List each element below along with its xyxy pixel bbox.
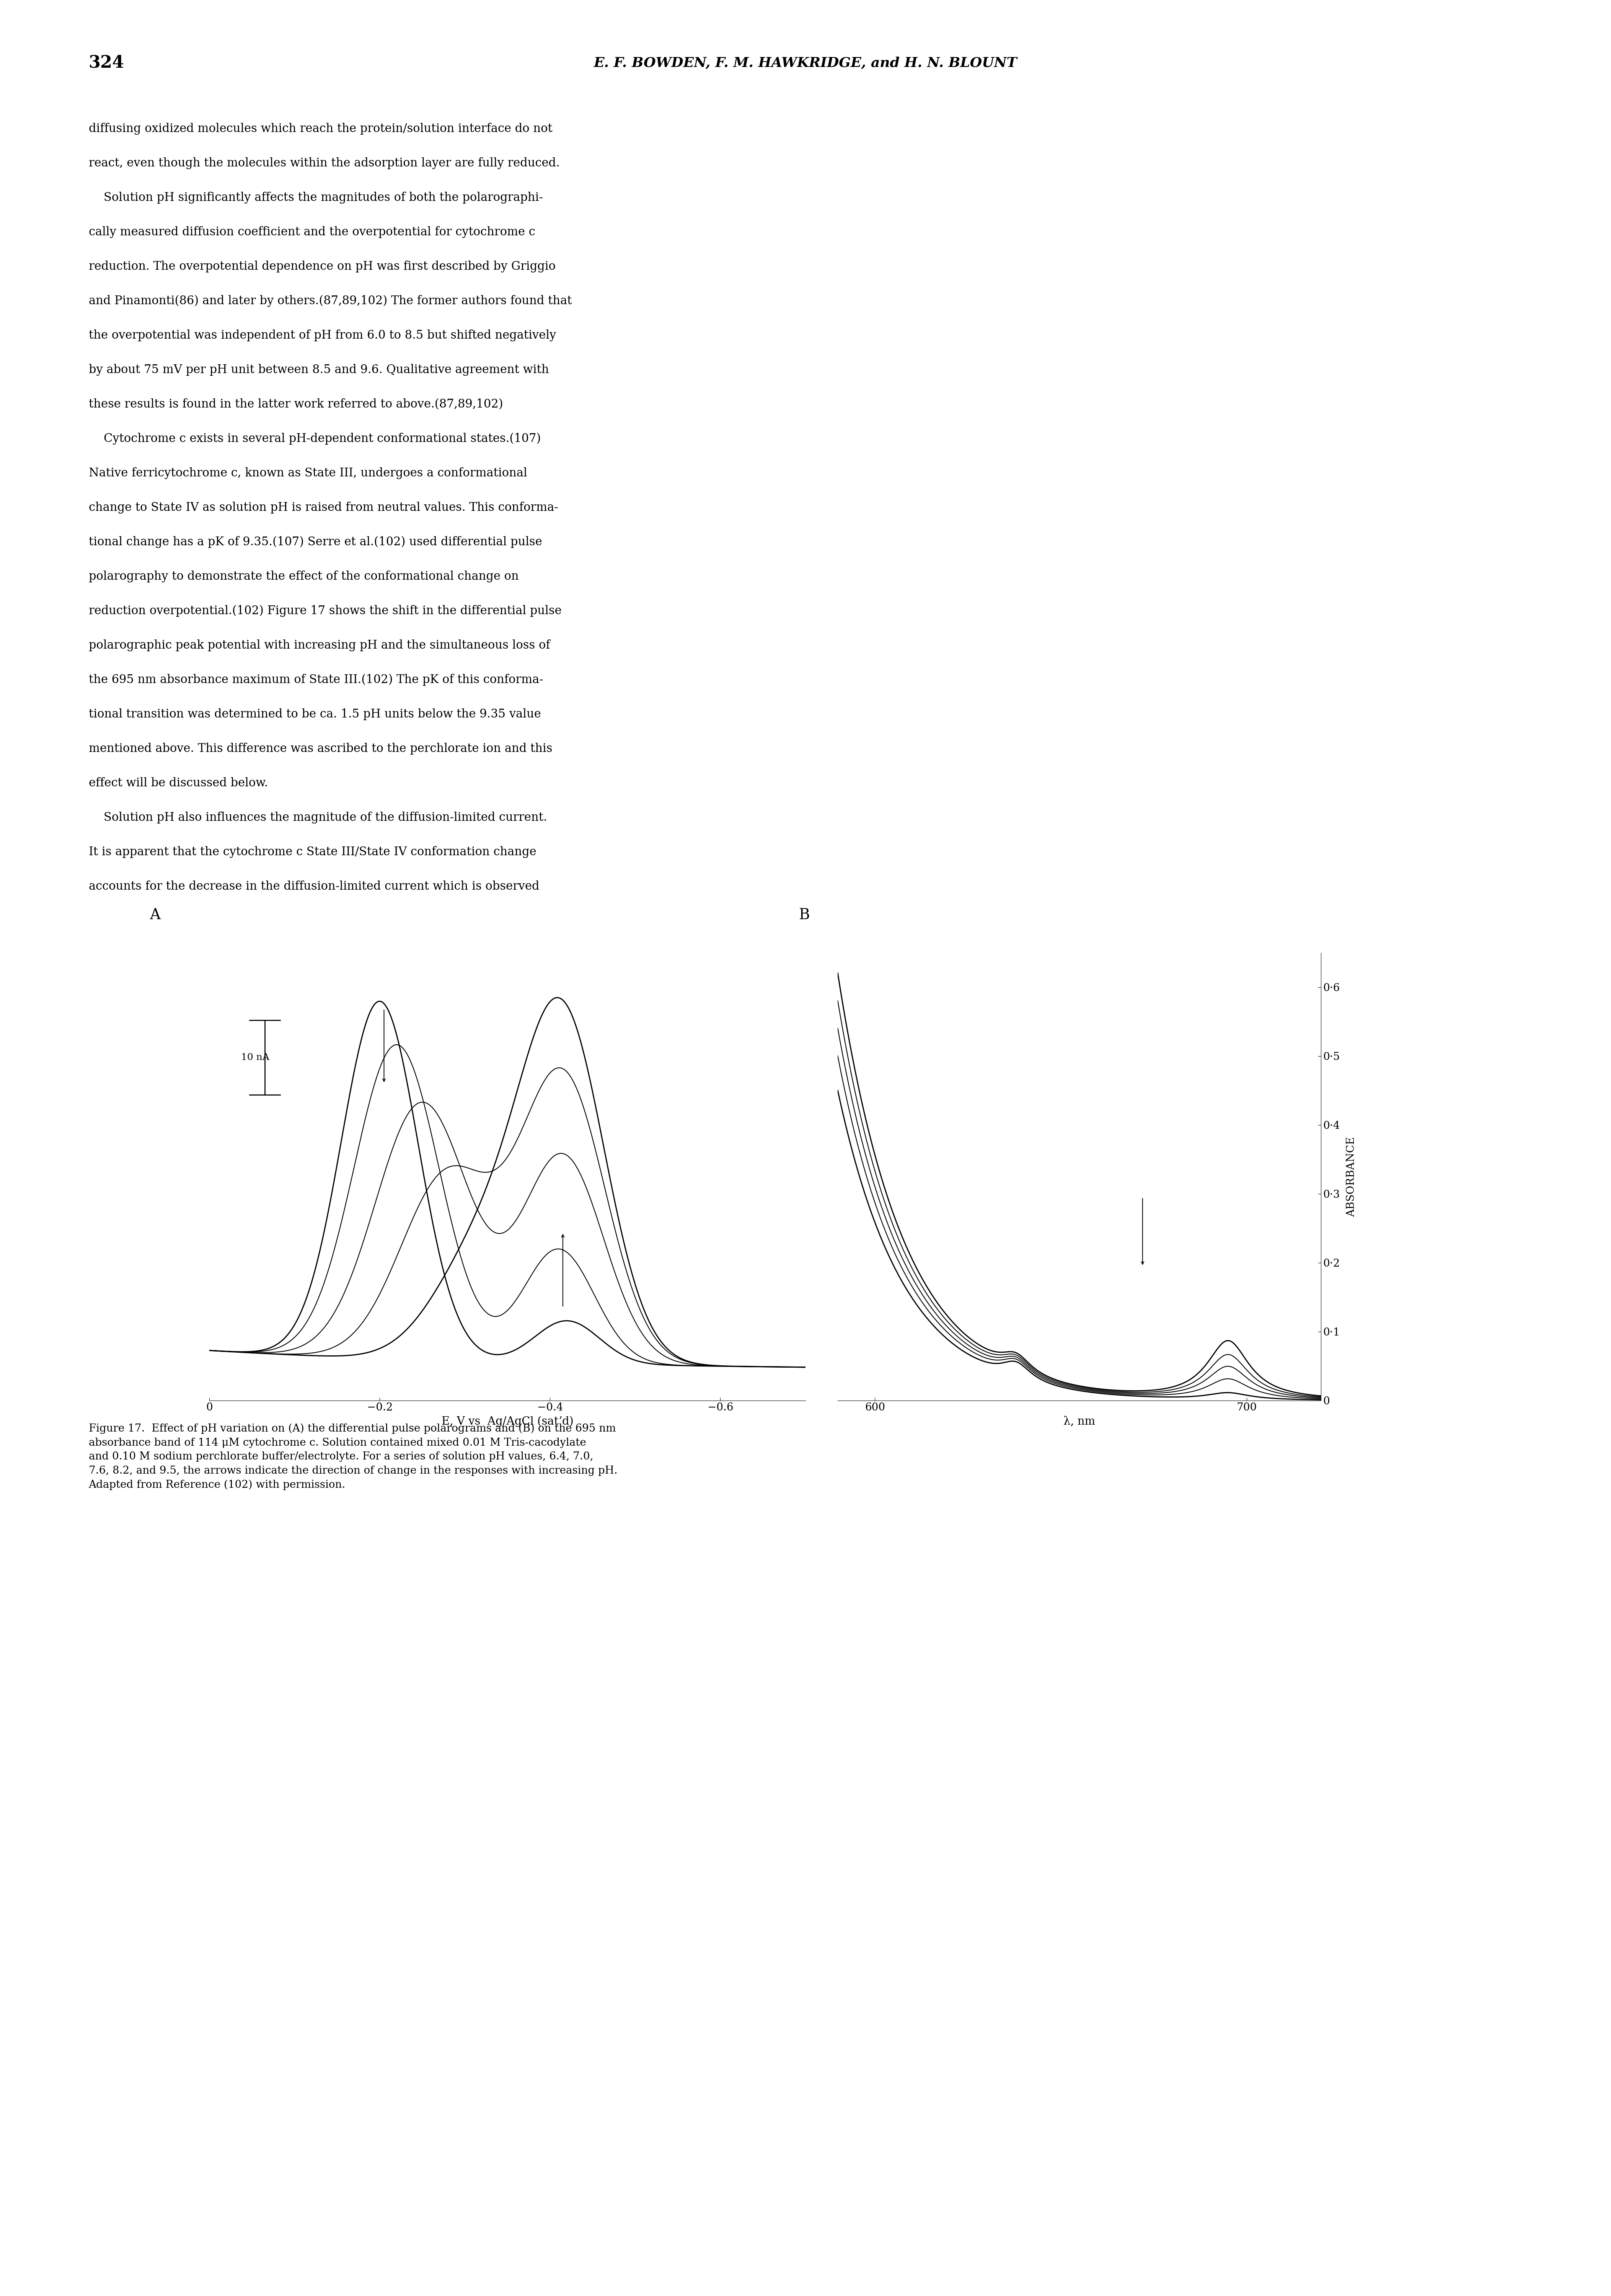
Text: accounts for the decrease in the diffusion-limited current which is observed: accounts for the decrease in the diffusi…: [89, 879, 540, 893]
Y-axis label: ABSORBANCE: ABSORBANCE: [1347, 1137, 1356, 1217]
Text: It is apparent that the cytochrome c State III/State IV conformation change: It is apparent that the cytochrome c Sta…: [89, 845, 536, 859]
Text: reduction overpotential.(102) Figure 17 shows the shift in the differential puls: reduction overpotential.(102) Figure 17 …: [89, 604, 561, 618]
X-axis label: λ, nm: λ, nm: [1063, 1417, 1095, 1426]
Text: diffusing oxidized molecules which reach the protein/solution interface do not: diffusing oxidized molecules which reach…: [89, 122, 553, 135]
Text: Native ferricytochrome c, known as State III, undergoes a conformational: Native ferricytochrome c, known as State…: [89, 466, 527, 480]
Text: B: B: [799, 909, 810, 923]
Text: change to State IV as solution pH is raised from neutral values. This conforma-: change to State IV as solution pH is rai…: [89, 501, 557, 514]
Text: tional change has a pK of 9.35.(107) Serre et al.(102) used differential pulse: tional change has a pK of 9.35.(107) Ser…: [89, 535, 541, 549]
Text: reduction. The overpotential dependence on pH was first described by Griggio: reduction. The overpotential dependence …: [89, 259, 556, 273]
Text: effect will be discussed below.: effect will be discussed below.: [89, 776, 267, 790]
Text: E. F. BOWDEN, F. M. HAWKRIDGE, and H. N. BLOUNT: E. F. BOWDEN, F. M. HAWKRIDGE, and H. N.…: [594, 57, 1017, 69]
Text: react, even though the molecules within the adsorption layer are fully reduced.: react, even though the molecules within …: [89, 156, 559, 170]
Text: 324: 324: [89, 55, 124, 71]
Text: polarographic peak potential with increasing pH and the simultaneous loss of: polarographic peak potential with increa…: [89, 638, 549, 652]
Text: Solution pH also influences the magnitude of the diffusion-limited current.: Solution pH also influences the magnitud…: [89, 810, 548, 824]
Text: Cytochrome c exists in several pH-dependent conformational states.(107): Cytochrome c exists in several pH-depend…: [89, 432, 541, 445]
Text: these results is found in the latter work referred to above.(87,89,102): these results is found in the latter wor…: [89, 397, 503, 411]
Text: and Pinamonti(86) and later by others.(87,89,102) The former authors found that: and Pinamonti(86) and later by others.(8…: [89, 294, 572, 308]
Text: by about 75 mV per pH unit between 8.5 and 9.6. Qualitative agreement with: by about 75 mV per pH unit between 8.5 a…: [89, 363, 549, 377]
Text: tional transition was determined to be ca. 1.5 pH units below the 9.35 value: tional transition was determined to be c…: [89, 707, 541, 721]
Text: mentioned above. This difference was ascribed to the perchlorate ion and this: mentioned above. This difference was asc…: [89, 742, 553, 755]
Text: Solution pH significantly affects the magnitudes of both the polarographi-: Solution pH significantly affects the ma…: [89, 191, 543, 204]
Text: polarography to demonstrate the effect of the conformational change on: polarography to demonstrate the effect o…: [89, 569, 519, 583]
X-axis label: E, V vs  Ag/AgCl (satʼd): E, V vs Ag/AgCl (satʼd): [441, 1417, 574, 1426]
Text: A: A: [150, 909, 161, 923]
Text: the 695 nm absorbance maximum of State III.(102) The pK of this conforma-: the 695 nm absorbance maximum of State I…: [89, 673, 543, 687]
Text: 10 nA: 10 nA: [242, 1054, 269, 1061]
Text: cally measured diffusion coefficient and the overpotential for cytochrome c: cally measured diffusion coefficient and…: [89, 225, 535, 239]
Text: the overpotential was independent of pH from 6.0 to 8.5 but shifted negatively: the overpotential was independent of pH …: [89, 328, 556, 342]
Text: Figure 17.  Effect of pH variation on (A) the differential pulse polarograms and: Figure 17. Effect of pH variation on (A)…: [89, 1424, 617, 1490]
